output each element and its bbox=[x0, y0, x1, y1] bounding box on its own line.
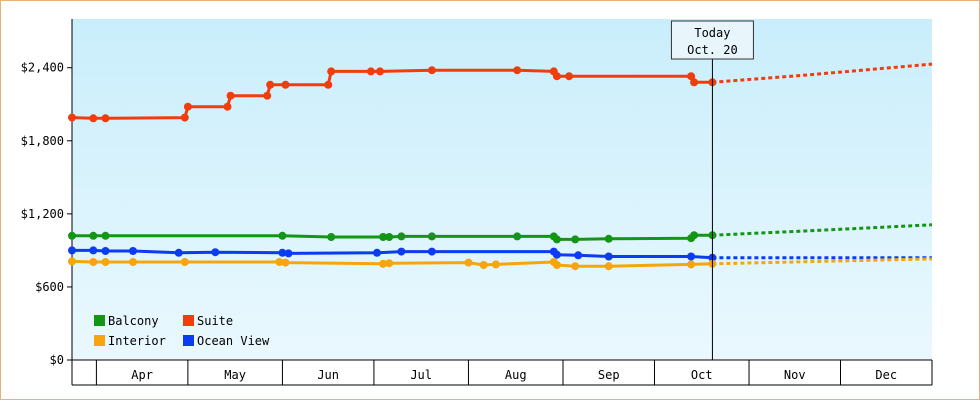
data-point-interior[interactable] bbox=[464, 258, 473, 267]
data-point-suite[interactable] bbox=[690, 78, 699, 87]
data-point-ocean-view[interactable] bbox=[604, 252, 613, 261]
data-point-interior[interactable] bbox=[101, 258, 110, 266]
data-point-suite[interactable] bbox=[552, 72, 561, 81]
data-point-ocean-view[interactable] bbox=[129, 247, 137, 255]
today-label-box bbox=[670, 20, 754, 60]
data-point-suite[interactable] bbox=[68, 113, 76, 122]
data-point-ocean-view[interactable] bbox=[89, 246, 98, 255]
data-point-interior[interactable] bbox=[281, 258, 290, 267]
data-point-suite[interactable] bbox=[101, 114, 110, 123]
data-point-suite[interactable] bbox=[366, 67, 375, 76]
data-point-suite[interactable] bbox=[266, 80, 275, 89]
data-point-suite[interactable] bbox=[376, 67, 384, 76]
legend-swatch-ocean-view bbox=[183, 335, 194, 346]
data-point-suite[interactable] bbox=[263, 91, 272, 100]
data-point-ocean-view[interactable] bbox=[211, 248, 220, 257]
data-point-suite[interactable] bbox=[223, 102, 232, 111]
forecast-line-balcony bbox=[712, 223, 933, 237]
series-line-interior bbox=[71, 259, 713, 268]
legend-swatch-balcony bbox=[94, 315, 105, 326]
data-point-suite[interactable] bbox=[427, 66, 436, 75]
today-label-title: Today bbox=[694, 26, 730, 40]
data-point-suite[interactable] bbox=[183, 102, 192, 111]
data-point-balcony[interactable] bbox=[513, 232, 522, 241]
y-tick-label: $0 bbox=[50, 353, 64, 367]
data-point-balcony[interactable] bbox=[604, 234, 613, 243]
series-line-suite bbox=[71, 68, 713, 120]
data-point-suite[interactable] bbox=[89, 114, 98, 123]
data-point-balcony[interactable] bbox=[89, 231, 98, 240]
data-point-balcony[interactable] bbox=[278, 231, 287, 240]
data-point-balcony[interactable] bbox=[397, 232, 406, 241]
x-tick-label: Nov bbox=[784, 368, 806, 382]
data-point-balcony[interactable] bbox=[571, 235, 580, 244]
data-point-balcony[interactable] bbox=[427, 232, 436, 241]
x-tick-label: Dec bbox=[875, 368, 897, 382]
legend-label-balcony: Balcony bbox=[108, 314, 159, 328]
data-point-ocean-view[interactable] bbox=[552, 250, 561, 259]
y-tick-label: $2,400 bbox=[21, 61, 64, 75]
x-tick-label: Aug bbox=[505, 368, 527, 382]
data-point-interior[interactable] bbox=[379, 259, 388, 268]
data-point-interior[interactable] bbox=[180, 258, 189, 266]
data-point-balcony[interactable] bbox=[379, 233, 388, 241]
legend-swatch-suite bbox=[183, 315, 194, 326]
y-tick-label: $600 bbox=[35, 280, 64, 294]
data-point-interior[interactable] bbox=[275, 258, 284, 266]
data-point-ocean-view[interactable] bbox=[373, 248, 381, 257]
today-label-date: Oct. 20 bbox=[687, 43, 738, 57]
x-tick-label: Oct bbox=[691, 368, 713, 382]
data-point-suite[interactable] bbox=[324, 80, 333, 89]
legend-label-ocean-view: Ocean View bbox=[197, 334, 270, 348]
data-point-ocean-view[interactable] bbox=[68, 246, 76, 255]
data-point-interior[interactable] bbox=[687, 260, 696, 269]
data-point-ocean-view[interactable] bbox=[284, 249, 293, 258]
data-point-balcony[interactable] bbox=[101, 231, 110, 240]
data-point-ocean-view[interactable] bbox=[397, 247, 406, 256]
legend-swatch-interior bbox=[94, 335, 105, 346]
plot-background bbox=[72, 19, 932, 360]
data-point-suite[interactable] bbox=[180, 113, 189, 122]
data-point-suite[interactable] bbox=[281, 80, 290, 89]
data-point-interior[interactable] bbox=[385, 259, 394, 268]
data-point-balcony[interactable] bbox=[385, 233, 394, 241]
x-tick-label: Jun bbox=[317, 368, 339, 382]
data-point-interior[interactable] bbox=[491, 260, 500, 269]
x-tick-label: Sep bbox=[598, 368, 620, 382]
data-point-ocean-view[interactable] bbox=[687, 252, 696, 261]
data-point-interior[interactable] bbox=[68, 257, 76, 266]
forecast-line-interior bbox=[712, 257, 933, 266]
data-point-balcony[interactable] bbox=[68, 231, 76, 240]
legend-label-suite: Suite bbox=[197, 314, 233, 328]
x-tick-label: Jul bbox=[410, 368, 432, 382]
data-point-interior[interactable] bbox=[479, 261, 488, 269]
data-point-balcony[interactable] bbox=[327, 233, 336, 241]
y-tick-label: $1,800 bbox=[21, 134, 64, 148]
data-point-ocean-view[interactable] bbox=[101, 247, 110, 255]
data-point-interior[interactable] bbox=[129, 258, 137, 266]
data-point-interior[interactable] bbox=[604, 262, 613, 271]
legend-label-interior: Interior bbox=[108, 334, 166, 348]
data-point-ocean-view[interactable] bbox=[574, 251, 583, 260]
forecast-line-suite bbox=[712, 62, 933, 84]
y-tick-label: $1,200 bbox=[21, 207, 64, 221]
data-point-suite[interactable] bbox=[513, 66, 522, 75]
data-point-ocean-view[interactable] bbox=[427, 247, 436, 256]
x-tick-label: Apr bbox=[131, 368, 153, 382]
data-point-ocean-view[interactable] bbox=[174, 248, 183, 257]
data-point-suite[interactable] bbox=[687, 72, 696, 81]
data-point-ocean-view[interactable] bbox=[278, 248, 287, 257]
data-point-balcony[interactable] bbox=[552, 235, 561, 244]
x-tick-label: May bbox=[224, 368, 246, 382]
data-point-interior[interactable] bbox=[571, 262, 580, 271]
data-point-interior[interactable] bbox=[552, 261, 561, 269]
data-point-interior[interactable] bbox=[89, 258, 98, 266]
data-point-suite[interactable] bbox=[327, 67, 336, 76]
data-point-balcony[interactable] bbox=[690, 231, 699, 240]
data-point-suite[interactable] bbox=[565, 72, 574, 81]
data-point-suite[interactable] bbox=[226, 91, 235, 100]
